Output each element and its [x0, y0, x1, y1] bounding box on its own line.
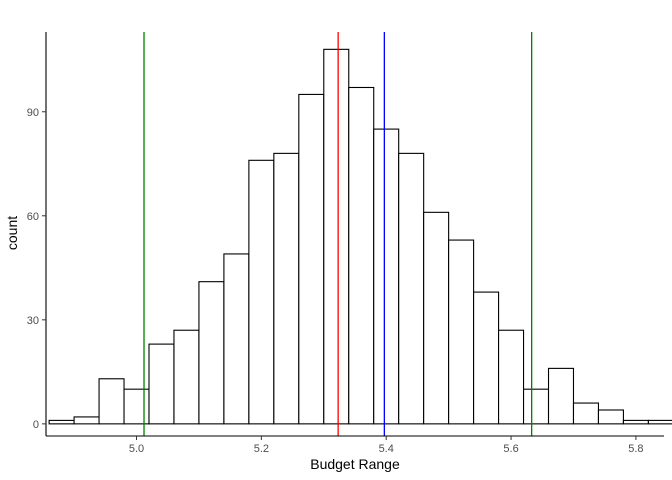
histogram-bars [48, 48, 672, 425]
histogram-bar [248, 159, 275, 425]
histogram-bar [373, 128, 400, 425]
y-tick-label: 90 [27, 107, 39, 119]
histogram-bar [647, 419, 672, 425]
histogram-bar [622, 419, 649, 425]
histogram-bar [173, 329, 200, 425]
histogram-bar [348, 86, 375, 425]
histogram-bar [273, 152, 300, 425]
histogram-bar [547, 367, 575, 425]
histogram-bar [423, 211, 450, 425]
histogram-bar [572, 402, 600, 425]
histogram-bar [522, 388, 550, 425]
histogram-bar [473, 291, 500, 425]
histogram-bar [448, 239, 475, 425]
histogram-bar [298, 93, 325, 425]
reference-lines [143, 32, 533, 436]
histogram-bar [498, 329, 525, 425]
y-tick-label: 60 [27, 211, 39, 223]
histogram-bar [98, 378, 125, 425]
y-tick-label: 30 [27, 315, 39, 327]
histogram-bar [148, 343, 175, 425]
histogram-bar [398, 152, 425, 425]
x-tick-label: 5.4 [379, 443, 394, 455]
x-tick-label: 5.6 [503, 443, 518, 455]
y-tick-label: 0 [33, 419, 39, 431]
histogram-bar [48, 419, 75, 425]
histogram-bar [198, 281, 225, 425]
x-tick-label: 5.8 [628, 443, 643, 455]
x-axis-title: Budget Range [310, 456, 400, 472]
x-tick-label: 5.0 [129, 443, 144, 455]
x-tick-label: 5.2 [254, 443, 269, 455]
histogram-bar [323, 48, 350, 425]
histogram-bar [73, 416, 100, 425]
histogram-bar [123, 388, 150, 425]
x-axis-ticks: 5.0 5.2 5.4 5.6 5.8 [129, 436, 644, 455]
histogram-bar [597, 409, 624, 425]
histogram-bar [223, 253, 250, 425]
y-axis-title: count [4, 216, 20, 250]
y-axis-ticks: 0 30 60 90 [27, 107, 46, 431]
